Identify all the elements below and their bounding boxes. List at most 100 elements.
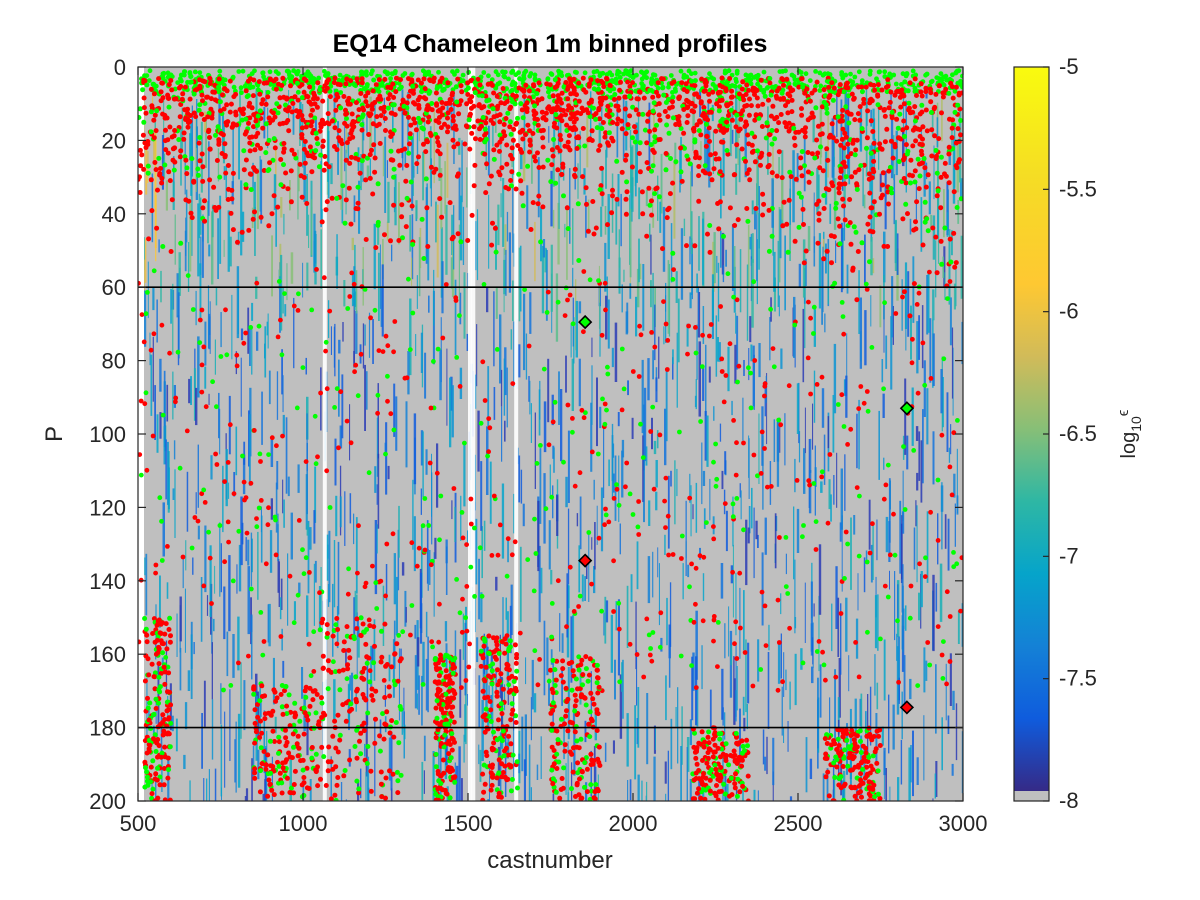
marker-dot bbox=[353, 151, 359, 157]
marker-dot bbox=[295, 114, 301, 120]
heatmap-cell bbox=[478, 744, 480, 765]
marker-dot bbox=[668, 73, 674, 78]
heatmap-cell bbox=[503, 248, 505, 313]
heatmap-cell bbox=[248, 414, 251, 486]
heatmap-cell bbox=[672, 357, 674, 380]
marker-dot bbox=[423, 176, 429, 182]
marker-dot bbox=[431, 359, 436, 364]
heatmap-cell bbox=[536, 764, 539, 780]
heatmap-cell bbox=[309, 779, 312, 801]
heatmap-cell bbox=[176, 273, 179, 318]
marker-dot bbox=[385, 84, 391, 90]
heatmap-cell bbox=[796, 508, 800, 553]
marker-dot bbox=[864, 145, 869, 151]
heatmap-cell bbox=[412, 133, 414, 196]
marker-dot bbox=[138, 472, 144, 478]
marker-dot bbox=[299, 113, 305, 118]
marker-dot bbox=[744, 103, 750, 108]
marker-dot bbox=[300, 117, 306, 123]
heatmap-cell bbox=[351, 672, 354, 704]
marker-dot bbox=[840, 75, 846, 81]
marker-dot bbox=[567, 564, 573, 570]
marker-dot bbox=[151, 117, 157, 123]
marker-dot bbox=[454, 99, 460, 105]
marker-dot bbox=[747, 76, 753, 82]
marker-dot bbox=[856, 406, 862, 411]
marker-dot bbox=[920, 340, 926, 346]
marker-dot bbox=[212, 82, 218, 88]
marker-dot bbox=[944, 77, 949, 83]
heatmap-cell bbox=[918, 315, 920, 360]
marker-dot bbox=[597, 187, 603, 193]
marker-dot bbox=[385, 343, 391, 349]
heatmap-cell bbox=[354, 590, 356, 621]
marker-dot bbox=[638, 332, 644, 338]
marker-dot bbox=[868, 150, 874, 156]
marker-dot bbox=[668, 156, 673, 161]
marker-dot bbox=[756, 115, 762, 121]
heatmap-cell bbox=[697, 286, 699, 329]
heatmap-cell bbox=[926, 275, 929, 335]
marker-dot bbox=[269, 211, 275, 217]
marker-dot bbox=[913, 219, 918, 225]
heatmap-cell bbox=[599, 406, 602, 429]
heatmap-cell bbox=[549, 464, 551, 497]
marker-dot bbox=[368, 315, 373, 321]
heatmap-cell bbox=[856, 413, 858, 469]
marker-dot bbox=[922, 165, 928, 171]
marker-dot bbox=[242, 131, 248, 137]
marker-dot bbox=[164, 115, 170, 121]
heatmap-cell bbox=[572, 267, 574, 287]
marker-dot bbox=[774, 128, 780, 134]
marker-dot bbox=[809, 90, 815, 96]
marker-dot bbox=[467, 111, 473, 117]
marker-dot bbox=[875, 92, 881, 98]
marker-dot bbox=[148, 129, 154, 135]
marker-dot bbox=[739, 146, 745, 152]
marker-dot bbox=[252, 209, 257, 215]
heatmap-cell bbox=[935, 582, 938, 612]
marker-dot bbox=[253, 134, 259, 140]
marker-dot bbox=[933, 234, 939, 240]
marker-dot bbox=[717, 169, 723, 175]
heatmap-cell bbox=[192, 557, 194, 575]
marker-dot bbox=[317, 128, 323, 134]
marker-dot bbox=[683, 81, 689, 87]
marker-dot bbox=[371, 142, 377, 148]
marker-dot bbox=[202, 79, 208, 85]
heatmap-cell bbox=[853, 515, 856, 535]
marker-dot bbox=[903, 180, 909, 186]
heatmap-cell bbox=[401, 562, 405, 576]
heatmap-cell bbox=[546, 637, 549, 676]
marker-dot bbox=[387, 92, 393, 98]
heatmap-cell bbox=[744, 120, 747, 178]
heatmap-cell bbox=[805, 737, 808, 793]
marker-dot bbox=[495, 103, 501, 109]
marker-dot bbox=[326, 77, 332, 83]
marker-dot bbox=[706, 109, 712, 115]
heatmap-cell bbox=[587, 199, 590, 231]
marker-dot bbox=[603, 512, 609, 518]
heatmap-cell bbox=[738, 148, 741, 183]
heatmap-cell bbox=[650, 234, 652, 275]
marker-dot bbox=[804, 86, 810, 92]
marker-dot bbox=[761, 201, 767, 207]
marker-dot bbox=[636, 151, 642, 156]
heatmap-cell bbox=[901, 511, 905, 534]
heatmap-cell bbox=[888, 694, 890, 754]
marker-dot bbox=[364, 84, 370, 89]
marker-dot bbox=[255, 122, 260, 128]
marker-dot bbox=[701, 111, 707, 116]
heatmap-cell bbox=[250, 614, 253, 632]
heatmap-cell bbox=[425, 611, 428, 638]
heatmap-cell bbox=[583, 168, 586, 195]
marker-dot bbox=[391, 95, 397, 100]
marker-dot bbox=[882, 74, 888, 79]
heatmap-cell bbox=[926, 388, 929, 445]
marker-dot bbox=[238, 85, 244, 91]
marker-dot bbox=[640, 111, 646, 117]
heatmap-cell bbox=[667, 260, 670, 334]
heatmap-cell bbox=[885, 335, 888, 369]
marker-dot bbox=[260, 97, 266, 103]
heatmap-cell bbox=[190, 376, 192, 405]
